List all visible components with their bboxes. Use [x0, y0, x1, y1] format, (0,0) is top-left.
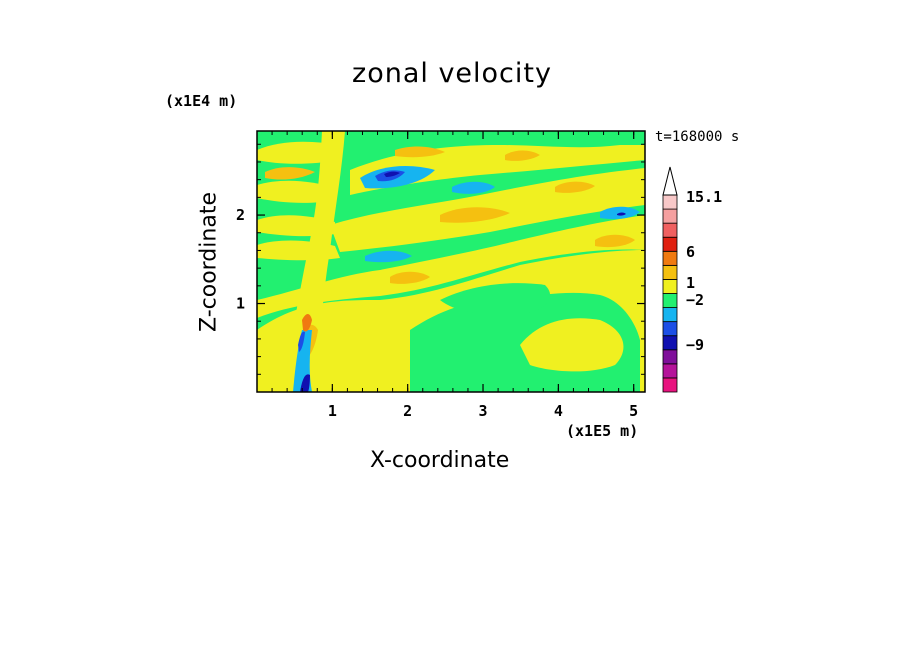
colorbar-swatch — [662, 349, 678, 365]
axis-ticks: 1 2 3 4 5 1 2 — [236, 131, 645, 420]
x-tick-label: 4 — [554, 402, 563, 420]
contour-region — [365, 250, 412, 263]
time-annotation: t=168000 s — [655, 129, 740, 145]
x-tick-label: 2 — [403, 402, 412, 420]
colorbar-label: −2 — [686, 291, 704, 309]
contour-region — [520, 318, 624, 372]
colorbar-swatch — [662, 279, 678, 294]
contour-region — [395, 146, 445, 158]
x-axis-unit: (x1E5 m) — [566, 422, 639, 440]
y-tick-label: 1 — [236, 295, 245, 313]
contour-region — [595, 234, 635, 248]
contour-field — [257, 131, 645, 392]
contour-region — [300, 374, 310, 392]
contour-region — [257, 215, 645, 318]
colorbar-swatch — [662, 321, 678, 337]
colorbar-label: −9 — [686, 336, 704, 354]
colorbar-extend-arrow — [662, 166, 678, 196]
y-tick-label: 2 — [236, 206, 245, 224]
contour-region — [285, 131, 345, 392]
colorbar-label: 15.1 — [686, 188, 722, 206]
colorbar-swatch — [662, 250, 678, 266]
colorbar-swatch — [662, 264, 678, 280]
colorbar-swatch — [662, 222, 678, 238]
colorbar-swatch — [662, 236, 678, 252]
contour-region — [452, 181, 495, 194]
contour-region — [302, 314, 312, 332]
x-tick-label: 1 — [328, 402, 337, 420]
colorbar-swatch — [662, 293, 678, 308]
y-axis-unit: (x1E4 m) — [165, 92, 238, 110]
chart-title: zonal velocity — [352, 58, 552, 89]
contour-region — [265, 167, 315, 180]
x-axis-label: X-coordinate — [370, 448, 510, 473]
contour-region — [617, 212, 626, 216]
contour-region — [505, 150, 540, 161]
colorbar-swatch — [662, 335, 678, 351]
contour-region — [555, 181, 595, 193]
colorbar-label: 1 — [686, 274, 695, 292]
contour-region — [440, 283, 551, 315]
contour-region — [257, 180, 335, 203]
contour-region — [257, 141, 340, 164]
colorbar-swatch — [662, 307, 678, 323]
x-tick-label: 5 — [629, 402, 638, 420]
contour-region — [298, 331, 305, 352]
contour-region — [440, 207, 510, 223]
plot-frame — [256, 130, 646, 393]
colorbar-swatch — [662, 194, 678, 210]
colorbar: 15.1 6 1−2 −9 — [662, 166, 722, 393]
colorbar-swatch — [662, 363, 678, 379]
colorbar-swatch — [662, 377, 678, 393]
contour-region — [390, 271, 430, 284]
colorbar-label: 6 — [686, 243, 695, 261]
x-tick-label: 3 — [479, 402, 488, 420]
contour-region — [384, 171, 400, 177]
contour-region — [350, 145, 645, 195]
colorbar-swatch — [662, 208, 678, 224]
